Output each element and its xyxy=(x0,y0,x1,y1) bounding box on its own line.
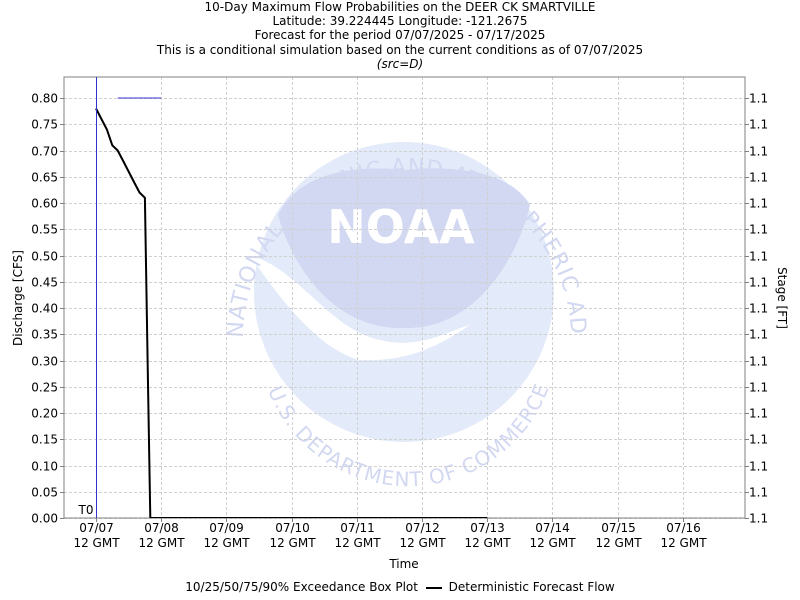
y-tick-label: 0.50 xyxy=(31,250,58,264)
y-tick-label: 0.65 xyxy=(31,171,58,185)
x-tick-date-label: 07/16 xyxy=(666,521,701,535)
x-tick-time-label: 12 GMT xyxy=(269,536,316,550)
y-tick-label: 0.55 xyxy=(31,223,58,237)
series-layer xyxy=(95,97,488,518)
x-tick-time-label: 12 GMT xyxy=(595,536,642,550)
x-tick-date-label: 07/14 xyxy=(535,521,570,535)
y-tick-label: 0.60 xyxy=(31,197,58,211)
y2-tick-label: 1.1 xyxy=(749,381,768,395)
x-tick-time-label: 12 GMT xyxy=(334,536,381,550)
legend: 10/25/50/75/90% Exceedance Box Plot Dete… xyxy=(0,580,800,594)
x-axis-title: Time xyxy=(388,557,418,571)
x-tick-date-label: 07/07 xyxy=(79,521,114,535)
y2-tick-label: 1.1 xyxy=(749,118,768,132)
x-tick-time-label: 12 GMT xyxy=(529,536,576,550)
y2-tick-label: 1.1 xyxy=(749,355,768,369)
t0-label: T0 xyxy=(78,503,94,517)
title-line-1: 10-Day Maximum Flow Probabilities on the… xyxy=(204,0,596,14)
legend-boxplot-label: 10/25/50/75/90% Exceedance Box Plot xyxy=(185,580,418,594)
noaa-watermark: NOAA NATIONAL OCEANIC AND ATMOSPHERIC AD… xyxy=(0,0,589,491)
y-tick-label: 0.25 xyxy=(31,381,58,395)
y2-tick-label: 1.1 xyxy=(749,302,768,316)
y-tick-label: 0.05 xyxy=(31,486,58,500)
y-tick-label: 0.40 xyxy=(31,302,58,316)
x-tick-date-label: 07/12 xyxy=(405,521,440,535)
deterministic-flow-line xyxy=(95,108,488,518)
y2-axis-title: Stage [FT] xyxy=(775,267,789,329)
y-tick-label: 0.10 xyxy=(31,460,58,474)
y2-tick-label: 1.1 xyxy=(749,171,768,185)
x-tick-time-label: 12 GMT xyxy=(464,536,511,550)
y-tick-label: 0.35 xyxy=(31,328,58,342)
y-tick-label: 0.20 xyxy=(31,407,58,421)
y-axis-ticks: 0.00 0.05 0.10 0.15 0.20 0.25 0.30 0.35 0.40 0.45… xyxy=(31,92,64,526)
y-tick-label: 0.70 xyxy=(31,145,58,159)
title-line-3: Forecast for the period 07/07/2025 - 07/… xyxy=(254,28,546,43)
y2-tick-label: 1.1 xyxy=(749,276,768,290)
y2-tick-label: 1.1 xyxy=(749,250,768,264)
x-tick-time-label: 12 GMT xyxy=(203,536,250,550)
x-tick-date-label: 07/15 xyxy=(601,521,636,535)
y2-tick-label: 1.1 xyxy=(749,197,768,211)
x-tick-time-label: 12 GMT xyxy=(138,536,185,550)
y-tick-label: 0.80 xyxy=(31,92,58,106)
y2-tick-label: 1.1 xyxy=(749,512,768,526)
y-tick-label: 0.30 xyxy=(31,355,58,369)
y2-tick-label: 1.1 xyxy=(749,407,768,421)
y2-tick-label: 1.1 xyxy=(749,328,768,342)
y2-tick-label: 1.1 xyxy=(749,433,768,447)
x-tick-time-label: 12 GMT xyxy=(399,536,446,550)
y2-tick-label: 1.1 xyxy=(749,92,768,106)
y-tick-label: 0.00 xyxy=(31,512,58,526)
x-tick-date-label: 07/13 xyxy=(470,521,505,535)
title-line-2: Latitude: 39.224445 Longitude: -121.2675 xyxy=(272,14,528,29)
x-tick-time-label: 12 GMT xyxy=(660,536,707,550)
legend-line-swatch xyxy=(425,586,442,589)
y2-axis-ticks: 1.1 1.1 1.1 1.1 1.1 1.1 1.1 1.1 1.1 1.1 1.1 1.1 1.1 1… xyxy=(745,92,768,526)
x-tick-time-label: 12 GMT xyxy=(73,536,120,550)
x-tick-date-label: 07/08 xyxy=(144,521,179,535)
x-tick-date-label: 07/09 xyxy=(209,521,244,535)
title-line-4: This is a conditional simulation based o… xyxy=(156,42,644,57)
y-tick-label: 0.75 xyxy=(31,118,58,132)
watermark-logo-text: NOAA xyxy=(327,200,475,254)
y2-tick-label: 1.1 xyxy=(749,145,768,159)
y2-tick-label: 1.1 xyxy=(749,460,768,474)
y-tick-label: 0.45 xyxy=(31,276,58,290)
y-axis-title: Discharge [CFS] xyxy=(11,250,25,346)
y2-tick-label: 1.1 xyxy=(749,223,768,237)
x-tick-date-label: 07/10 xyxy=(275,521,310,535)
y2-tick-label: 1.1 xyxy=(749,486,768,500)
x-tick-date-label: 07/11 xyxy=(340,521,375,535)
y-tick-label: 0.15 xyxy=(31,433,58,447)
legend-deterministic-label: Deterministic Forecast Flow xyxy=(448,580,615,594)
title-line-5: (src=D) xyxy=(376,56,424,71)
chart-titles: 10-Day Maximum Flow Probabilities on the… xyxy=(0,0,800,71)
